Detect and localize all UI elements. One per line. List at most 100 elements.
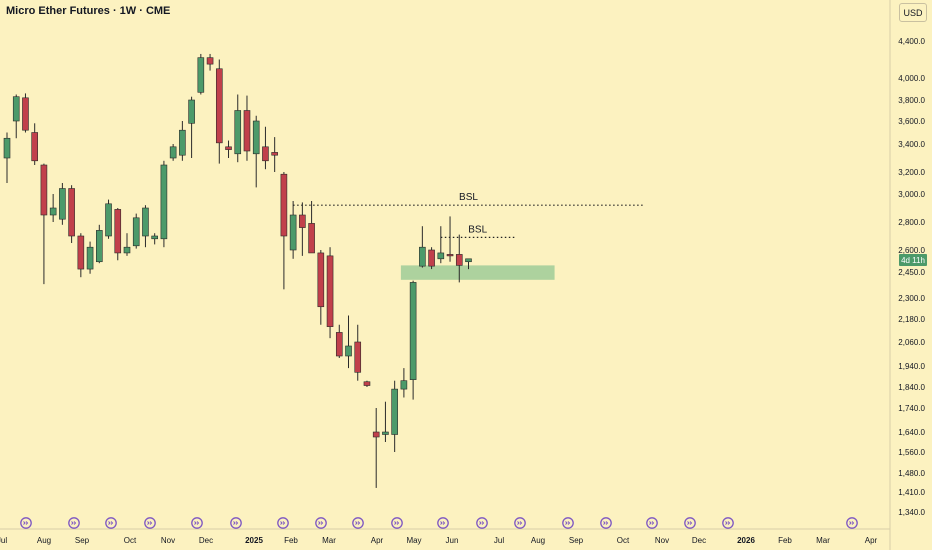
candle[interactable]	[179, 121, 186, 161]
candle-body	[382, 431, 389, 435]
x-tick-label: Aug	[531, 536, 545, 545]
candle[interactable]	[49, 194, 57, 222]
candle[interactable]	[271, 137, 278, 172]
event-marker-icon[interactable]	[722, 517, 734, 529]
event-marker-icon[interactable]	[352, 517, 364, 529]
candle[interactable]	[455, 234, 463, 283]
event-marker-icon[interactable]	[20, 517, 32, 529]
candle[interactable]	[308, 201, 315, 254]
candle[interactable]	[372, 408, 380, 488]
candle[interactable]	[31, 123, 38, 165]
candle[interactable]	[105, 199, 112, 239]
event-marker-icon[interactable]	[600, 517, 612, 529]
y-tick-label: 2,600.0	[898, 246, 925, 255]
candle[interactable]	[317, 250, 325, 325]
candle[interactable]	[262, 126, 269, 170]
candle[interactable]	[382, 401, 389, 442]
candle-body	[289, 214, 297, 251]
candle[interactable]	[234, 94, 242, 163]
candle[interactable]	[123, 233, 131, 256]
candle-body	[68, 188, 75, 237]
candle[interactable]	[160, 160, 168, 248]
event-marker-icon[interactable]	[191, 517, 203, 529]
x-tick-label: Oct	[617, 536, 630, 545]
candle-body	[49, 207, 57, 216]
candle-body	[132, 217, 140, 247]
candle[interactable]	[197, 53, 205, 95]
candle[interactable]	[22, 93, 29, 133]
candle[interactable]	[132, 213, 140, 249]
event-marker-icon[interactable]	[846, 517, 858, 529]
event-marker-icon[interactable]	[514, 517, 526, 529]
candle[interactable]	[188, 96, 195, 158]
event-marker-icon[interactable]	[476, 517, 488, 529]
candle[interactable]	[299, 202, 306, 256]
candle[interactable]	[86, 241, 94, 274]
candle[interactable]	[363, 380, 371, 387]
candle-body	[225, 146, 232, 150]
candle-body	[308, 223, 315, 254]
candle[interactable]	[12, 94, 20, 139]
currency-button[interactable]: USD	[899, 3, 927, 22]
candle-body	[197, 57, 205, 93]
candle[interactable]	[68, 185, 75, 243]
event-marker-icon[interactable]	[277, 517, 289, 529]
demand-zone[interactable]	[400, 265, 555, 280]
candle[interactable]	[354, 324, 362, 381]
candle[interactable]	[345, 315, 352, 369]
event-marker-icon[interactable]	[437, 517, 449, 529]
y-tick-label: 3,200.0	[898, 168, 925, 177]
event-marker-icon[interactable]	[684, 517, 696, 529]
candle[interactable]	[335, 324, 343, 358]
candle[interactable]	[243, 95, 251, 161]
event-marker-icon[interactable]	[230, 517, 242, 529]
y-tick-label: 1,480.0	[898, 469, 925, 478]
y-tick-label: 2,450.0	[898, 268, 925, 277]
candle-body	[345, 345, 352, 357]
candle[interactable]	[206, 53, 214, 71]
candle[interactable]	[215, 59, 223, 164]
candle[interactable]	[419, 226, 426, 268]
candle[interactable]	[142, 205, 149, 248]
candle[interactable]	[446, 216, 454, 262]
candle[interactable]	[465, 258, 472, 270]
candle-body	[160, 164, 168, 240]
candle[interactable]	[289, 201, 297, 259]
candle[interactable]	[40, 163, 48, 285]
candle[interactable]	[409, 280, 417, 400]
candle-body	[271, 152, 278, 156]
candle[interactable]	[77, 233, 85, 278]
candle-body	[77, 235, 85, 270]
event-marker-icon[interactable]	[315, 517, 327, 529]
candle[interactable]	[151, 233, 158, 245]
event-marker-icon[interactable]	[562, 517, 574, 529]
candle[interactable]	[252, 115, 260, 188]
candle[interactable]	[326, 247, 334, 339]
event-marker-icon[interactable]	[68, 517, 80, 529]
event-marker-icon[interactable]	[391, 517, 403, 529]
y-tick-label: 3,800.0	[898, 96, 925, 105]
candle[interactable]	[96, 224, 103, 264]
candle[interactable]	[169, 144, 177, 161]
candle-body	[335, 332, 343, 357]
candle-body	[188, 99, 195, 124]
candle-body	[372, 431, 380, 438]
candle[interactable]	[59, 183, 66, 225]
candle[interactable]	[114, 208, 122, 261]
event-marker-icon[interactable]	[144, 517, 156, 529]
x-tick-label: Jun	[446, 536, 459, 545]
y-tick-label: 1,840.0	[898, 383, 925, 392]
candle[interactable]	[3, 132, 11, 184]
candle[interactable]	[400, 368, 408, 398]
x-tick-label: Feb	[284, 536, 298, 545]
candle[interactable]	[437, 226, 445, 264]
candle[interactable]	[428, 247, 435, 270]
x-tick-label: Dec	[692, 536, 706, 545]
candle[interactable]	[225, 140, 232, 158]
candle[interactable]	[391, 380, 398, 452]
event-marker-icon[interactable]	[646, 517, 658, 529]
candle[interactable]	[280, 172, 288, 290]
x-tick-label: Nov	[655, 536, 669, 545]
event-marker-icon[interactable]	[105, 517, 117, 529]
